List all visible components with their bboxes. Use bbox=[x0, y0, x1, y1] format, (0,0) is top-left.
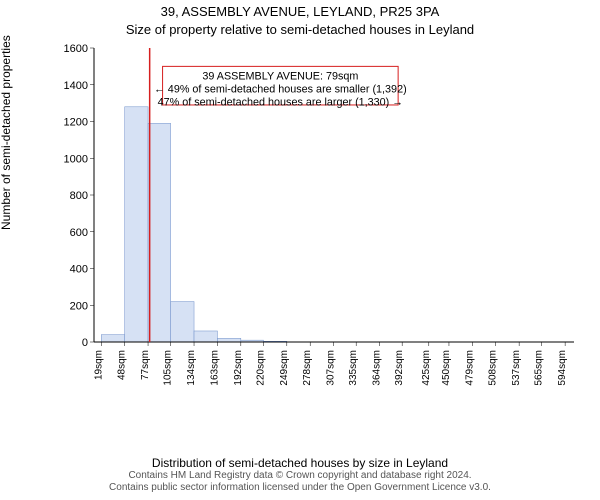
svg-text:134sqm: 134sqm bbox=[186, 350, 197, 386]
svg-text:307sqm: 307sqm bbox=[326, 350, 337, 386]
svg-text:105sqm: 105sqm bbox=[163, 350, 174, 386]
histogram-bar bbox=[194, 331, 217, 342]
svg-text:400: 400 bbox=[70, 264, 88, 276]
svg-text:600: 600 bbox=[70, 227, 88, 239]
histogram-bar bbox=[148, 123, 171, 342]
svg-text:200: 200 bbox=[70, 300, 88, 312]
svg-text:163sqm: 163sqm bbox=[209, 350, 220, 386]
svg-text:364sqm: 364sqm bbox=[372, 350, 383, 386]
histogram-bar bbox=[171, 302, 194, 342]
svg-text:220sqm: 220sqm bbox=[255, 350, 266, 386]
svg-text:1200: 1200 bbox=[64, 117, 88, 129]
chart-title-line1: 39, ASSEMBLY AVENUE, LEYLAND, PR25 3PA bbox=[0, 4, 600, 19]
svg-text:450sqm: 450sqm bbox=[441, 350, 452, 386]
svg-text:537sqm: 537sqm bbox=[511, 350, 522, 386]
annotation-line: 47% of semi-detached houses are larger (… bbox=[158, 96, 403, 108]
svg-text:192sqm: 192sqm bbox=[233, 350, 244, 386]
annotation-line: 39 ASSEMBLY AVENUE: 79sqm bbox=[202, 70, 358, 82]
svg-text:335sqm: 335sqm bbox=[348, 350, 359, 386]
y-axis-label: Number of semi-detached properties bbox=[0, 35, 13, 230]
svg-text:508sqm: 508sqm bbox=[488, 350, 499, 386]
svg-text:249sqm: 249sqm bbox=[279, 350, 290, 386]
svg-text:278sqm: 278sqm bbox=[302, 350, 313, 386]
footer-line1: Contains HM Land Registry data © Crown c… bbox=[0, 470, 600, 482]
svg-text:1600: 1600 bbox=[64, 43, 88, 55]
chart-title-line2: Size of property relative to semi-detach… bbox=[0, 22, 600, 37]
histogram-bar bbox=[101, 335, 124, 342]
svg-text:48sqm: 48sqm bbox=[117, 350, 128, 380]
svg-text:19sqm: 19sqm bbox=[93, 350, 104, 380]
histogram-bar bbox=[125, 107, 148, 342]
footer-line2: Contains public sector information licen… bbox=[0, 482, 600, 494]
svg-text:1400: 1400 bbox=[64, 80, 88, 92]
svg-text:77sqm: 77sqm bbox=[140, 350, 151, 380]
x-axis-label: Distribution of semi-detached houses by … bbox=[0, 456, 600, 470]
svg-text:565sqm: 565sqm bbox=[534, 350, 545, 386]
svg-text:479sqm: 479sqm bbox=[464, 350, 475, 386]
annotation-line: ← 49% of semi-detached houses are smalle… bbox=[154, 83, 407, 95]
svg-text:800: 800 bbox=[70, 190, 88, 202]
histogram-plot: 0 200 400 600 800 1000 1200 1400 1600 19sqm 48sqm 7… bbox=[60, 42, 580, 402]
svg-text:392sqm: 392sqm bbox=[394, 350, 405, 386]
svg-text:425sqm: 425sqm bbox=[421, 350, 432, 386]
histogram-bar bbox=[217, 338, 240, 342]
svg-text:1000: 1000 bbox=[64, 153, 88, 165]
svg-text:594sqm: 594sqm bbox=[557, 350, 568, 386]
footer-attribution: Contains HM Land Registry data © Crown c… bbox=[0, 470, 600, 494]
svg-text:0: 0 bbox=[82, 337, 88, 349]
